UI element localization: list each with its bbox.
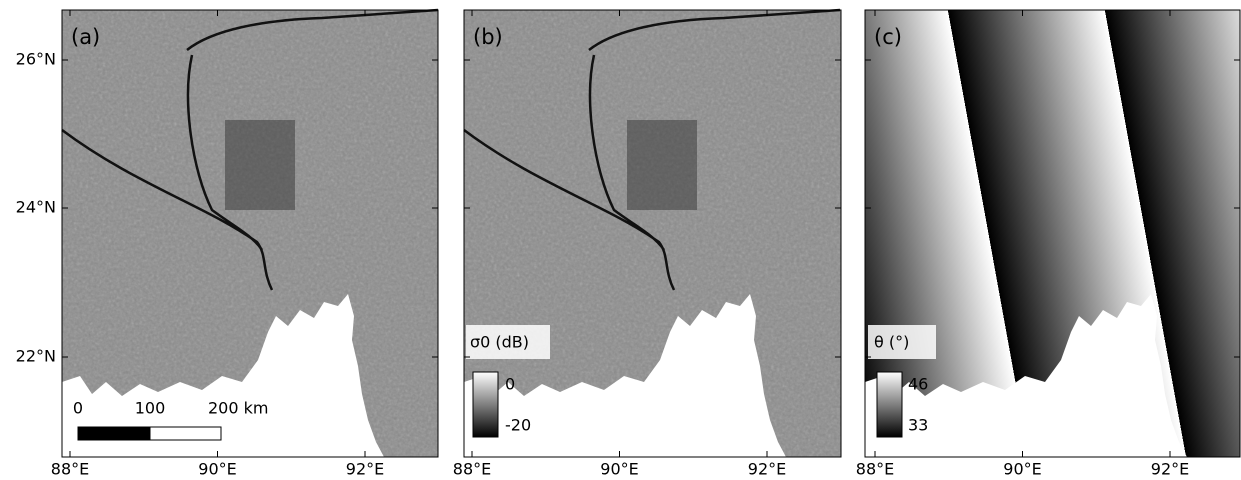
x-tick-label: 88°E — [453, 460, 491, 479]
colorbar-c: θ (°) 46 33 — [868, 325, 936, 438]
x-tick-label: 90°E — [600, 460, 638, 479]
colorbar-label: -20 — [505, 416, 531, 435]
y-tick-label: 26°N — [16, 50, 56, 69]
panel-c — [864, 9, 1241, 458]
panel-label: (c) — [874, 25, 902, 49]
x-tick-label: 88°E — [51, 460, 89, 479]
x-tick-label: 90°E — [198, 460, 236, 479]
colorbar-b: σ0 (dB) 0 -20 — [466, 325, 550, 438]
x-tick-label: 92°E — [346, 460, 384, 479]
colorbar-label: 33 — [908, 416, 928, 435]
scale-label: 0 — [73, 399, 83, 418]
scale-bar: 0 100 200 km — [73, 399, 268, 441]
scale-label: 100 — [135, 399, 166, 418]
colorbar-label: 46 — [908, 375, 928, 394]
x-tick-label: 90°E — [1003, 460, 1041, 479]
x-tick-label: 88°E — [856, 460, 894, 479]
axes: (a) 88°E 90°E 92°E 22°N 24°N 26°N (b) 88°E 90°E 92… — [16, 10, 1240, 479]
panel-label: (b) — [473, 25, 503, 49]
scale-label: 200 km — [208, 399, 268, 418]
panel-a — [60, 8, 440, 458]
y-tick-label: 24°N — [16, 198, 56, 217]
colorbar-title: θ (°) — [874, 333, 909, 352]
panel-label: (a) — [71, 25, 100, 49]
y-tick-label: 22°N — [16, 347, 56, 366]
x-tick-label: 92°E — [1151, 460, 1189, 479]
x-tick-label: 92°E — [748, 460, 786, 479]
colorbar-title: σ0 (dB) — [470, 333, 529, 352]
colorbar-label: 0 — [505, 375, 515, 394]
panel-b — [462, 8, 842, 458]
